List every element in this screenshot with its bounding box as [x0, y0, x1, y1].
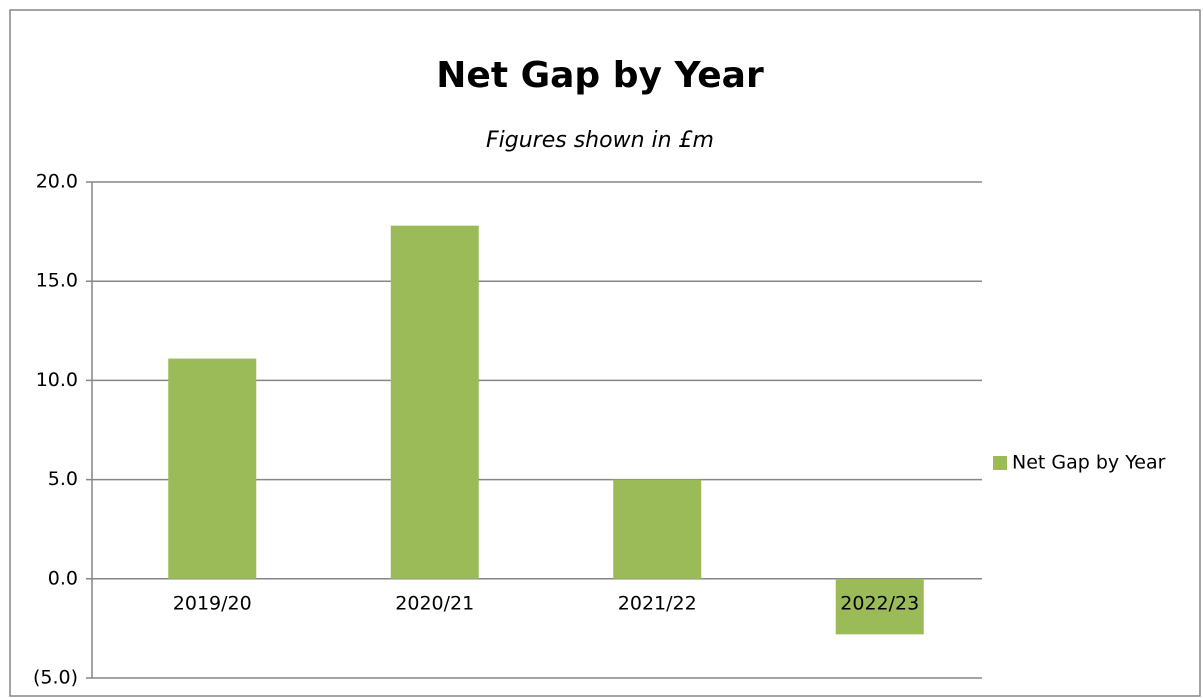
chart-title: Net Gap by Year — [436, 55, 764, 96]
chart-frame — [9, 9, 1201, 697]
legend-swatch — [993, 456, 1007, 470]
chart-subtitle: Figures shown in £m — [486, 128, 714, 153]
bar — [835, 578, 924, 635]
bar — [613, 479, 702, 579]
bar — [390, 225, 479, 579]
y-tick-label: 15.0 — [36, 270, 78, 292]
x-tick-label: 2022/23 — [840, 592, 919, 614]
y-tick-label: 20.0 — [36, 171, 78, 193]
y-tick-label: 0.0 — [48, 567, 78, 589]
x-tick-label: 2021/22 — [618, 592, 697, 614]
y-tick-label: 10.0 — [36, 369, 78, 391]
y-tick-label: 5.0 — [48, 468, 78, 490]
x-tick-label: 2020/21 — [395, 592, 474, 614]
x-tick-label: 2019/20 — [173, 592, 252, 614]
legend-label: Net Gap by Year — [1012, 452, 1166, 474]
y-tick-label: (5.0) — [33, 667, 78, 689]
bar — [168, 358, 257, 579]
